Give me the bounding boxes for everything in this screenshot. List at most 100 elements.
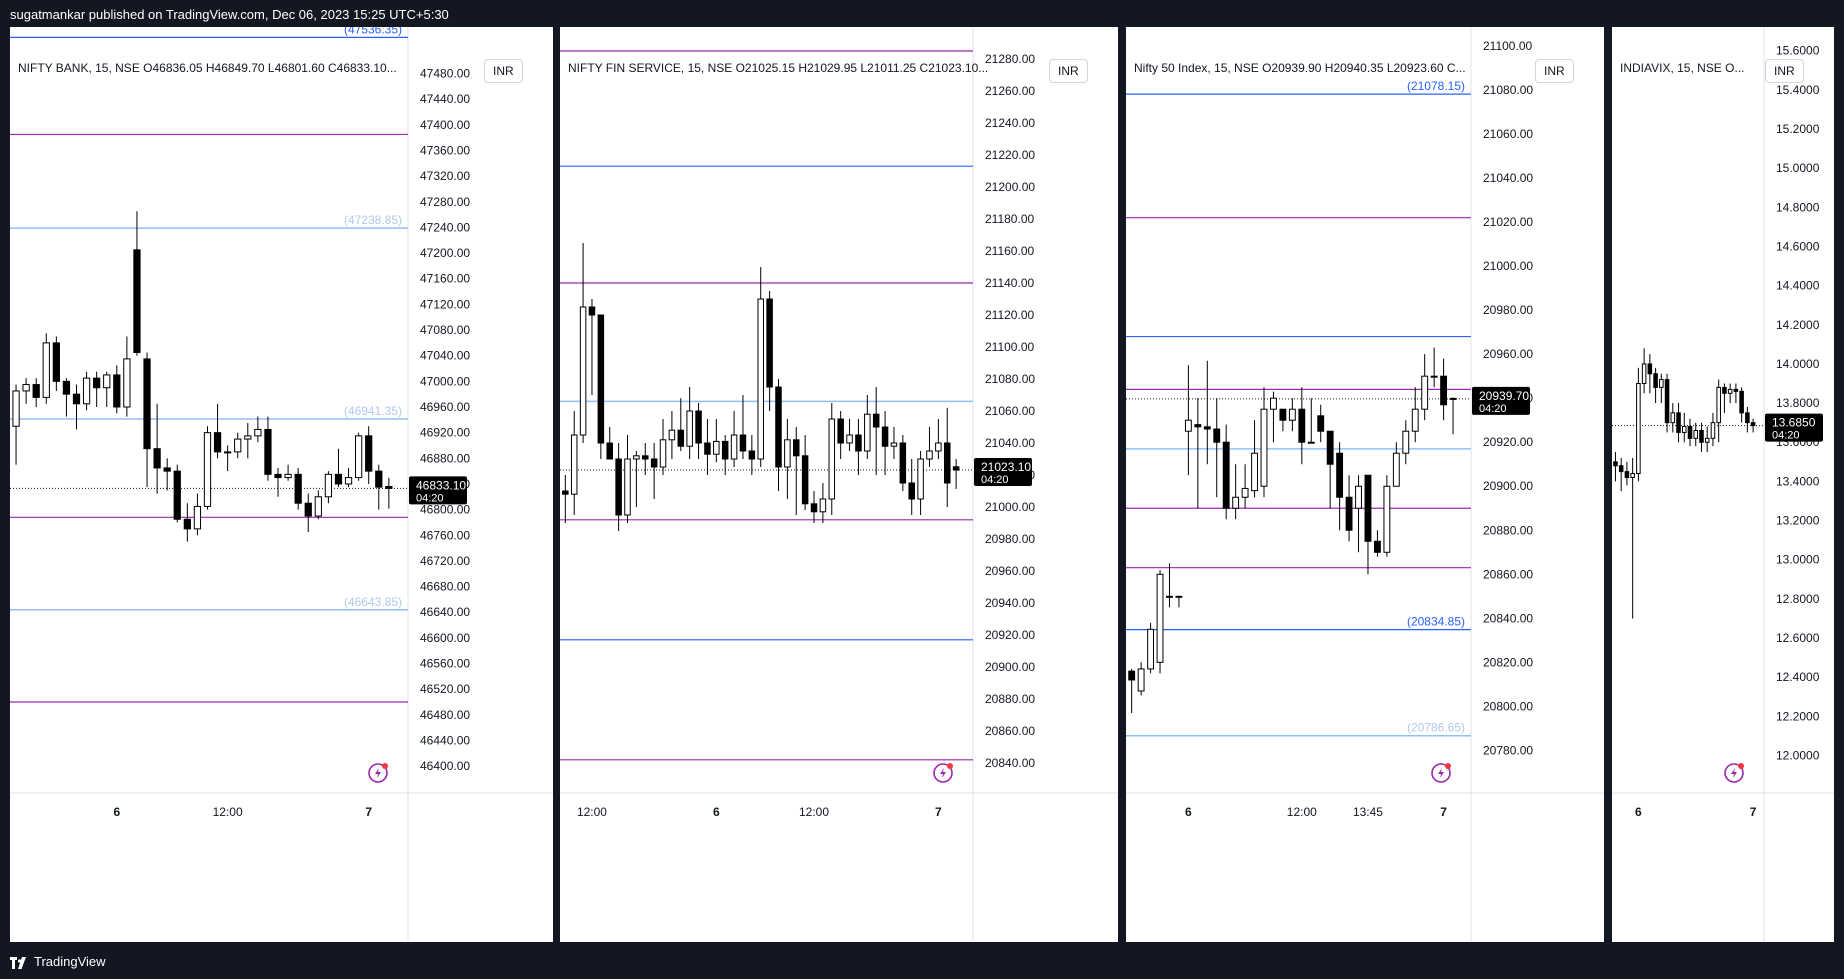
candle-body [757,298,764,460]
y-tick-label: 21200.00 [985,180,1035,194]
candle-body [1704,437,1710,443]
candle-body [294,473,302,504]
candle-body [1670,412,1676,424]
chart-pane-nifty-bank[interactable]: NIFTY BANK, 15, NSE O46836.05 H46849.70 … [10,27,553,942]
replay-icon[interactable] [1724,763,1744,783]
candle-body [713,440,720,455]
y-tick-label: 21060.00 [985,404,1035,418]
replay-icon[interactable] [368,763,388,783]
y-tick-label: 21020.00 [1483,215,1533,229]
candle-body [82,377,91,405]
chart-pane-indiavix[interactable]: INDIAVIX, 15, NSE O... INR 12.0000 12.200… [1612,27,1834,942]
candle-body [1647,363,1653,375]
y-tick-label: 20840.00 [1483,611,1533,625]
candle-body [1147,628,1155,670]
candlestick-chart[interactable]: 46400.00 46440.00 46480.00 46520.00 46560.00… [10,27,553,942]
y-tick-label: 21240.00 [985,116,1035,130]
y-tick-label: 47440.00 [420,92,470,106]
candle-body [695,410,702,444]
candle-body [375,470,383,488]
candle-body [570,434,578,495]
candle-body [650,458,658,468]
candle-body [846,434,853,444]
candle-body [686,410,693,447]
candle-body [624,458,631,516]
chart-pane-nifty-fin-service[interactable]: NIFTY FIN SERVICE, 15, NSE O21025.15 H21… [560,27,1118,942]
x-tick-label: 6 [1185,805,1192,819]
y-tick-label: 20900.00 [1483,479,1533,493]
candle-body [943,442,951,484]
y-tick-label: 47000.00 [420,374,470,388]
symbol-legend[interactable]: Nifty 50 Index, 15, NSE O20939.90 H20940… [1134,61,1466,75]
y-tick-label: 20980.00 [985,532,1035,546]
candle-body [1733,388,1739,392]
chart-pane-nifty-50[interactable]: Nifty 50 Index, 15, NSE O20939.90 H20940… [1126,27,1604,942]
symbol-legend[interactable]: NIFTY BANK, 15, NSE O46836.05 H46849.70 … [18,61,397,75]
y-tick-label: 21120.00 [985,308,1034,322]
candle-body [1373,540,1381,553]
y-tick-label: 46560.00 [420,657,470,671]
y-tick-label: 21220.00 [985,148,1035,162]
candle-body [314,496,322,517]
replay-icon[interactable] [1431,763,1451,783]
x-tick-label: 7 [1750,805,1757,819]
candle-body [615,458,622,516]
candle-body [828,418,836,500]
y-tick-label: 12.2000 [1776,709,1820,723]
last-price-tag [409,476,467,505]
candle-body [642,455,649,460]
candle-body [1613,461,1618,467]
candlestick-chart[interactable]: 12.0000 12.2000 12.4000 12.6000 12.8000 13.00… [1612,27,1834,942]
y-tick-label: 14.2000 [1776,318,1820,332]
y-tick-label: 21280.00 [985,52,1035,66]
candlestick-chart[interactable]: 20840.00 20860.00 20880.00 20900.00 20920.00… [560,27,1118,942]
candle-body [588,306,596,316]
x-tick-label: 12:00 [577,805,607,819]
y-tick-label: 46440.00 [420,734,470,748]
candle-body [1355,485,1362,509]
symbol-legend[interactable]: NIFTY FIN SERVICE, 15, NSE O21025.15 H21… [568,61,989,75]
candle-body [1298,408,1306,443]
y-tick-label: 12.0000 [1776,749,1820,763]
candle-body [193,505,202,530]
y-tick-label: 14.6000 [1776,239,1820,253]
candle-body [606,442,613,460]
candle-body [890,442,898,447]
candle-body [304,502,312,517]
replay-icon[interactable] [933,763,953,783]
candle-body [365,435,373,472]
currency-button[interactable]: INR [484,59,523,83]
candlestick-chart[interactable]: 20780.00 20800.00 20820.00 20840.00 20860.00… [1126,27,1604,942]
candle-body [1653,373,1658,388]
y-tick-label: 12.4000 [1776,670,1820,684]
y-tick-label: 21100.00 [1483,39,1532,53]
candle-body [1336,452,1344,498]
candle-body [1421,375,1429,410]
y-tick-label: 46520.00 [420,682,470,696]
y-tick-label: 20880.00 [985,692,1035,706]
currency-button[interactable]: INR [1535,59,1574,83]
y-tick-label: 20880.00 [1483,523,1533,537]
candle-body [597,314,605,444]
candle-body [62,380,71,395]
y-tick-label: 47200.00 [420,246,470,260]
candle-body [1402,430,1410,454]
y-tick-label: 47240.00 [420,220,470,234]
candle-body [324,473,333,498]
candle-body [274,473,282,479]
bar-countdown: 04:20 [981,474,1009,486]
currency-button[interactable]: INR [1765,59,1804,83]
candle-body [224,451,232,454]
symbol-legend[interactable]: INDIAVIX, 15, NSE O... [1620,61,1745,75]
currency-button[interactable]: INR [1049,59,1088,83]
y-tick-label: 46480.00 [420,708,470,722]
candle-body [203,432,212,507]
candle-body [633,455,640,460]
y-tick-label: 20940.00 [985,596,1035,610]
candle-body [579,306,587,436]
candle-body [1213,428,1221,443]
candle-body [32,384,40,398]
x-tick-label: 7 [935,805,942,819]
candle-body [52,342,60,382]
candle-body [668,429,676,441]
